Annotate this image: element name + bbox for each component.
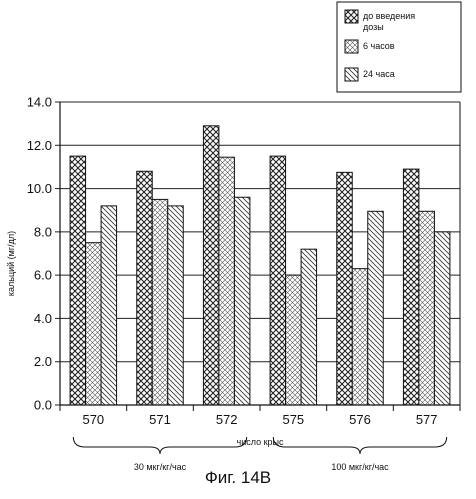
bar-576-series-2 — [352, 269, 368, 405]
y-axis-label: кальций (мг/дл) — [6, 231, 16, 296]
legend: до введениядозы6 часов24 часа — [337, 2, 461, 92]
figure-caption: Фиг. 14В — [0, 468, 476, 488]
bar-575-series-3 — [301, 249, 317, 405]
x-tick-label: 577 — [416, 412, 438, 427]
legend-label: 6 часов — [363, 41, 395, 51]
y-tick-label: 12.0 — [27, 138, 52, 153]
legend-swatch — [345, 68, 358, 81]
group-brace — [73, 437, 246, 454]
legend-swatch — [345, 10, 358, 23]
bar-570-series-3 — [101, 206, 117, 405]
y-tick-label: 8.0 — [34, 224, 52, 239]
bar-572-series-1 — [203, 126, 219, 405]
bars — [70, 126, 450, 405]
y-tick-label: 4.0 — [34, 311, 52, 326]
y-tick-label: 6.0 — [34, 268, 52, 283]
y-tick-label: 2.0 — [34, 354, 52, 369]
bar-571-series-3 — [168, 206, 184, 405]
y-tick-label: 10.0 — [27, 181, 52, 196]
y-tick-label: 0.0 — [34, 398, 52, 413]
x-tick-label: 572 — [216, 412, 238, 427]
bar-577-series-3 — [434, 232, 450, 405]
bar-575-series-2 — [286, 275, 302, 405]
grid — [60, 102, 460, 362]
x-tick-label: 570 — [82, 412, 104, 427]
bar-570-series-2 — [86, 243, 102, 405]
x-tick-label: 571 — [149, 412, 171, 427]
bar-576-series-1 — [337, 172, 353, 405]
y-tick-label: 14.0 — [27, 95, 52, 110]
bar-577-series-2 — [419, 211, 435, 405]
bar-572-series-3 — [234, 197, 250, 405]
bar-576-series-3 — [368, 211, 384, 405]
bar-572-series-2 — [219, 157, 235, 405]
bar-575-series-1 — [270, 156, 286, 405]
bar-577-series-1 — [403, 169, 419, 405]
bar-571-series-2 — [152, 199, 168, 405]
group-brace — [273, 437, 446, 454]
x-tick-label: 576 — [349, 412, 371, 427]
legend-swatch — [345, 40, 358, 53]
bar-570-series-1 — [70, 156, 86, 405]
x-tick-label: 575 — [282, 412, 304, 427]
legend-label: 24 часа — [363, 69, 395, 79]
bar-571-series-1 — [137, 171, 153, 405]
bar-chart: 0.0 2.0 4.0 6.0 8.0 10.0 12.0 14.0 570 571 572 575 5… — [0, 0, 476, 470]
